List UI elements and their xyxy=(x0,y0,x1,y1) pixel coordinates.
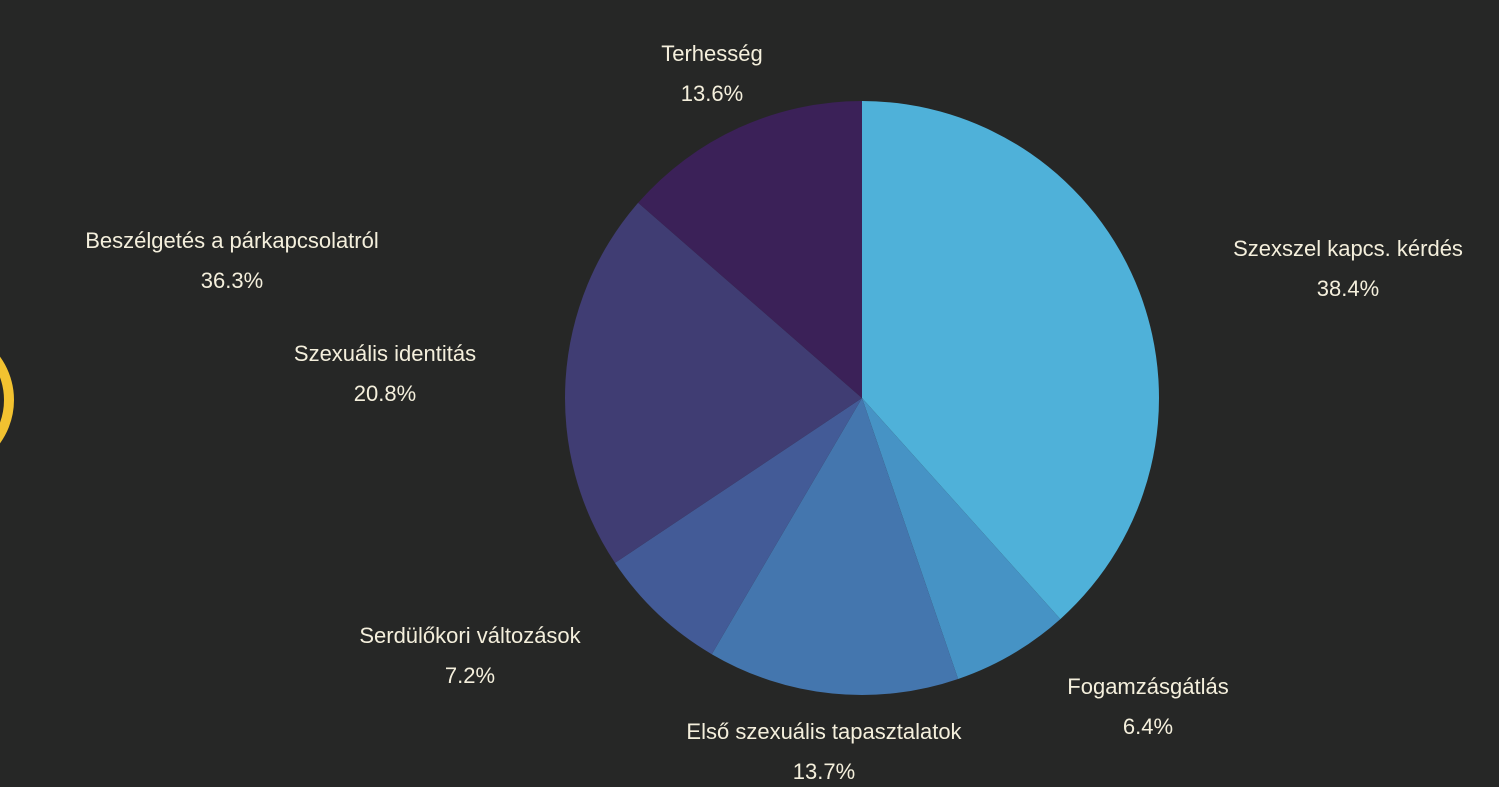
pie-slice xyxy=(862,101,1160,620)
slice-label: Fogamzásgátlás xyxy=(1067,674,1228,699)
value-label: 20.8% xyxy=(354,381,416,406)
slice-label: Szexuális identitás xyxy=(294,341,476,366)
slice-label: Serdülőkori változások xyxy=(359,623,581,648)
value-label: 13.7% xyxy=(793,759,855,784)
pie-slice xyxy=(711,398,959,695)
annotation: Beszélgetés a párkapcsolatról xyxy=(85,228,379,253)
pie-slice xyxy=(638,101,862,398)
pie-slice xyxy=(614,398,862,655)
value-label: 13.6% xyxy=(681,81,743,106)
value-label: 38.4% xyxy=(1317,276,1379,301)
slice-label: Szexszel kapcs. kérdés xyxy=(1233,236,1463,261)
value-label: 6.4% xyxy=(1123,714,1173,739)
decorative-arc xyxy=(0,359,12,441)
slice-label: Első szexuális tapasztalatok xyxy=(686,719,962,744)
pie-slice xyxy=(564,202,862,563)
value-label: 7.2% xyxy=(445,663,495,688)
slice-label: Terhesség xyxy=(661,41,763,66)
pie-slice xyxy=(862,398,1061,680)
annotation: 36.3% xyxy=(201,268,263,293)
